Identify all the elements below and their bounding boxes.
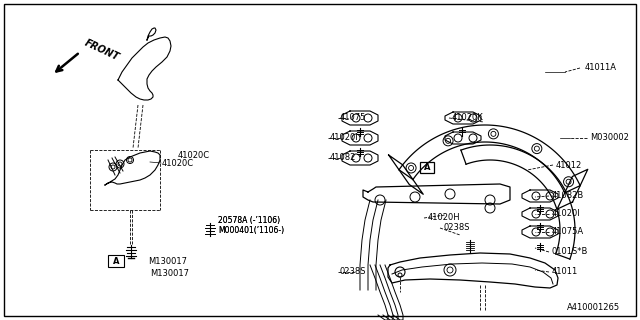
Text: FRONT: FRONT: [83, 38, 121, 62]
Text: A410001265: A410001265: [567, 303, 620, 312]
Text: A: A: [113, 257, 119, 266]
Bar: [420, 162, 434, 173]
Text: 0238S: 0238S: [444, 223, 470, 233]
Text: 41020I: 41020I: [552, 210, 580, 219]
Text: 41082: 41082: [330, 154, 356, 163]
Text: 41020H: 41020H: [428, 213, 461, 222]
Text: 41011A: 41011A: [585, 63, 617, 73]
Text: M000401(’1106-): M000401(’1106-): [218, 227, 284, 236]
Text: M130017: M130017: [150, 269, 189, 278]
Text: M000401(’1106-): M000401(’1106-): [218, 226, 284, 235]
Text: 41012: 41012: [556, 161, 582, 170]
Text: 41020C: 41020C: [178, 150, 210, 159]
Text: 41011: 41011: [552, 268, 579, 276]
Text: 0101S*B: 0101S*B: [552, 247, 588, 257]
Text: 41075A: 41075A: [552, 228, 584, 236]
Text: 0238S: 0238S: [340, 268, 367, 276]
Text: 41075: 41075: [340, 114, 366, 123]
Text: 41020I: 41020I: [330, 133, 359, 142]
Text: A: A: [424, 164, 430, 172]
Text: M130017: M130017: [148, 258, 187, 267]
Text: 41020K: 41020K: [452, 114, 484, 123]
Text: 20578A (-’1106): 20578A (-’1106): [218, 217, 280, 226]
Text: 41020C: 41020C: [162, 158, 194, 167]
Text: 41082B: 41082B: [552, 191, 584, 201]
Text: 20578A (-’1106): 20578A (-’1106): [218, 215, 280, 225]
Bar: [108, 255, 124, 267]
Text: M030002: M030002: [590, 133, 629, 142]
